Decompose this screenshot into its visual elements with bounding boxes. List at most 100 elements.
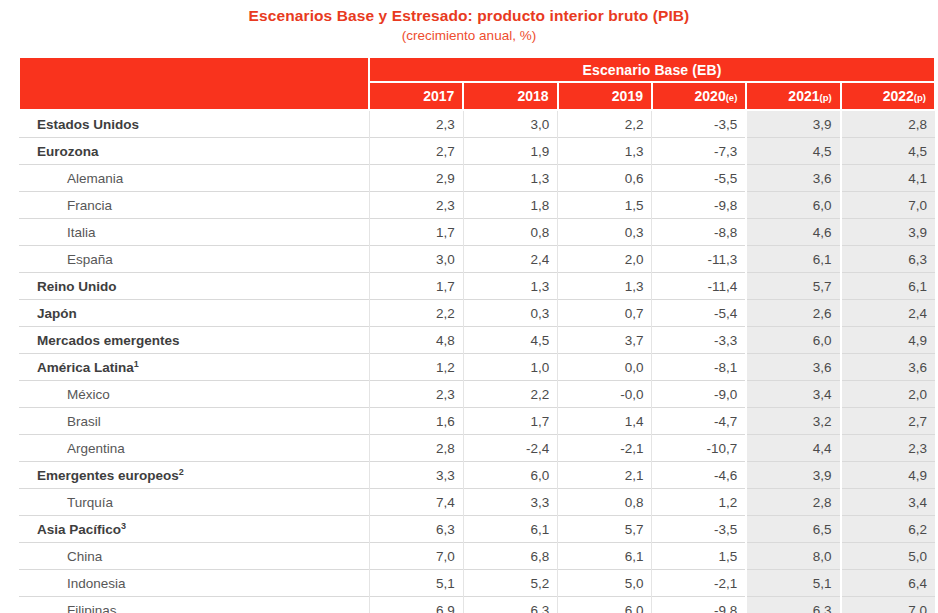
table-row: Mercados emergentes4,84,53,7-3,36,04,9 bbox=[19, 327, 935, 354]
value-cell: 3,7 bbox=[558, 327, 652, 354]
value-cell: 1,3 bbox=[558, 273, 652, 300]
row-label: China bbox=[19, 543, 369, 570]
value-cell: 7,0 bbox=[369, 543, 463, 570]
table-row: Asia Pacífico36,36,15,7-3,56,56,2 bbox=[19, 516, 935, 543]
value-cell: 1,5 bbox=[652, 543, 746, 570]
table-row: México2,32,2-0,0-9,03,42,0 bbox=[19, 381, 935, 408]
value-cell: 4,8 bbox=[369, 327, 463, 354]
value-cell: -2,4 bbox=[463, 435, 557, 462]
table-row: China7,06,86,11,58,05,0 bbox=[19, 543, 935, 570]
value-cell: 2,8 bbox=[746, 489, 840, 516]
value-cell: 6,3 bbox=[463, 597, 557, 613]
value-cell: 6,3 bbox=[746, 597, 840, 613]
value-cell: 2,7 bbox=[369, 138, 463, 165]
value-cell: -4,7 bbox=[652, 408, 746, 435]
year-label: 2019 bbox=[612, 88, 643, 104]
value-cell: 6,4 bbox=[841, 570, 935, 597]
year-suffix: (p) bbox=[914, 92, 926, 103]
value-cell: 2,1 bbox=[558, 462, 652, 489]
row-label: Reino Unido bbox=[19, 273, 369, 300]
value-cell: 0,3 bbox=[463, 300, 557, 327]
footnote-superscript: 1 bbox=[134, 358, 139, 368]
value-cell: 4,5 bbox=[463, 327, 557, 354]
row-label: España bbox=[19, 246, 369, 273]
value-cell: 8,0 bbox=[746, 543, 840, 570]
value-cell: 6,1 bbox=[463, 516, 557, 543]
value-cell: 3,6 bbox=[841, 354, 935, 381]
value-cell: -9,8 bbox=[652, 192, 746, 219]
page-title: Escenarios Base y Estresado: producto in… bbox=[0, 7, 938, 25]
value-cell: -3,5 bbox=[652, 516, 746, 543]
value-cell: 2,0 bbox=[841, 381, 935, 408]
year-label: 2017 bbox=[423, 88, 454, 104]
value-cell: 2,7 bbox=[841, 408, 935, 435]
row-label: Alemania bbox=[19, 165, 369, 192]
group-header-cell: Escenario Base (EB) bbox=[369, 57, 935, 82]
row-label: Mercados emergentes bbox=[19, 327, 369, 354]
value-cell: 3,4 bbox=[841, 489, 935, 516]
value-cell: 1,3 bbox=[463, 273, 557, 300]
value-cell: 1,2 bbox=[652, 489, 746, 516]
value-cell: 5,7 bbox=[558, 516, 652, 543]
value-cell: 2,6 bbox=[746, 300, 840, 327]
value-cell: 5,1 bbox=[746, 570, 840, 597]
value-cell: -9,8 bbox=[652, 597, 746, 613]
value-cell: 1,3 bbox=[463, 165, 557, 192]
value-cell: 6,5 bbox=[746, 516, 840, 543]
value-cell: 1,7 bbox=[463, 408, 557, 435]
value-cell: 2,3 bbox=[369, 192, 463, 219]
value-cell: 6,8 bbox=[463, 543, 557, 570]
row-label: Brasil bbox=[19, 408, 369, 435]
value-cell: 3,2 bbox=[746, 408, 840, 435]
value-cell: -10,7 bbox=[652, 435, 746, 462]
value-cell: 3,3 bbox=[369, 462, 463, 489]
value-cell: 3,9 bbox=[841, 219, 935, 246]
value-cell: 6,0 bbox=[746, 192, 840, 219]
row-label: Asia Pacífico3 bbox=[19, 516, 369, 543]
value-cell: 5,2 bbox=[463, 570, 557, 597]
row-label: Indonesia bbox=[19, 570, 369, 597]
value-cell: 1,3 bbox=[558, 138, 652, 165]
value-cell: 3,6 bbox=[746, 354, 840, 381]
corner-cell bbox=[19, 57, 369, 110]
value-cell: 6,2 bbox=[841, 516, 935, 543]
value-cell: 4,6 bbox=[746, 219, 840, 246]
value-cell: 2,8 bbox=[841, 110, 935, 138]
row-label: México bbox=[19, 381, 369, 408]
table-row: Eurozona2,71,91,3-7,34,54,5 bbox=[19, 138, 935, 165]
value-cell: 2,9 bbox=[369, 165, 463, 192]
value-cell: -11,3 bbox=[652, 246, 746, 273]
value-cell: -8,1 bbox=[652, 354, 746, 381]
value-cell: 6,0 bbox=[558, 597, 652, 613]
table-body: Estados Unidos2,33,02,2-3,53,92,8Eurozon… bbox=[19, 110, 935, 613]
row-label: Japón bbox=[19, 300, 369, 327]
value-cell: 0,8 bbox=[463, 219, 557, 246]
value-cell: -5,5 bbox=[652, 165, 746, 192]
value-cell: 5,0 bbox=[558, 570, 652, 597]
pib-table: Escenario Base (EB) 2017201820192020(e)2… bbox=[18, 56, 936, 613]
value-cell: 1,8 bbox=[463, 192, 557, 219]
value-cell: 7,4 bbox=[369, 489, 463, 516]
year-label: 2018 bbox=[518, 88, 549, 104]
value-cell: 2,3 bbox=[369, 381, 463, 408]
value-cell: 6,1 bbox=[558, 543, 652, 570]
value-cell: 4,5 bbox=[746, 138, 840, 165]
value-cell: 0,3 bbox=[558, 219, 652, 246]
value-cell: 3,0 bbox=[369, 246, 463, 273]
value-cell: 1,0 bbox=[463, 354, 557, 381]
value-cell: -7,3 bbox=[652, 138, 746, 165]
table-row: Emergentes europeos23,36,02,1-4,63,94,9 bbox=[19, 462, 935, 489]
value-cell: 2,4 bbox=[463, 246, 557, 273]
value-cell: 3,3 bbox=[463, 489, 557, 516]
table-row: Alemania2,91,30,6-5,53,64,1 bbox=[19, 165, 935, 192]
value-cell: 4,9 bbox=[841, 462, 935, 489]
value-cell: 0,0 bbox=[558, 354, 652, 381]
row-label: Francia bbox=[19, 192, 369, 219]
value-cell: 6,9 bbox=[369, 597, 463, 613]
value-cell: 2,3 bbox=[369, 110, 463, 138]
value-cell: 1,7 bbox=[369, 273, 463, 300]
table-row: Argentina2,8-2,4-2,1-10,74,42,3 bbox=[19, 435, 935, 462]
row-label: Filipinas bbox=[19, 597, 369, 613]
row-label: Estados Unidos bbox=[19, 110, 369, 138]
value-cell: -3,3 bbox=[652, 327, 746, 354]
